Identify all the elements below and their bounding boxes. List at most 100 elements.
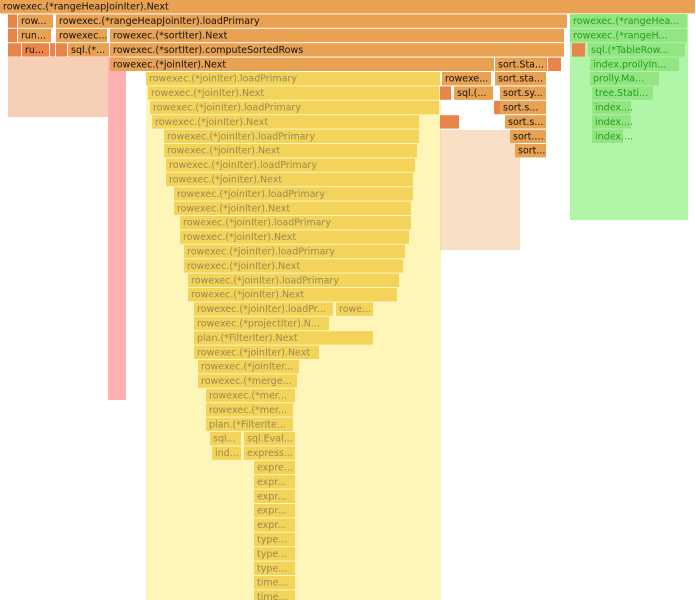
frame-box — [570, 14, 687, 28]
frame-box — [500, 100, 546, 115]
frame[interactable]: rowexec.(*sortIter).Next — [110, 28, 564, 43]
frame[interactable]: rowexec.(*joinIter).Next — [188, 288, 397, 302]
frame-box — [254, 576, 295, 590]
frame-box — [592, 129, 623, 143]
frame-box — [254, 504, 295, 518]
frame[interactable]: rowexec.(*rangeH... — [570, 28, 687, 43]
frame-label: prolly.Ma... — [593, 74, 644, 85]
frame[interactable]: type... — [254, 547, 295, 561]
frame-box — [110, 57, 494, 71]
frame[interactable]: rowexec.(*rangeHeapJoinIter).Next — [0, 0, 695, 14]
frame[interactable]: rowexec.(*joinIter).loadPrimary — [166, 158, 415, 172]
frame — [8, 43, 21, 57]
frame-label: rowexec.(*joinIter).loadPrimary — [153, 103, 301, 114]
frame — [440, 86, 451, 100]
frame[interactable]: sort.sta... — [495, 72, 546, 86]
frame[interactable]: expr... — [254, 518, 295, 532]
frame[interactable]: index.... — [592, 129, 633, 143]
frame[interactable]: rowexec.(*joinIter).Next — [184, 259, 403, 273]
frame[interactable]: express... — [244, 446, 295, 460]
frame[interactable]: expr... — [254, 504, 295, 518]
frame-box — [336, 302, 373, 316]
frame[interactable]: rowexe... — [442, 72, 491, 86]
frame[interactable]: index.... — [592, 100, 633, 115]
frame[interactable]: expre... — [254, 460, 295, 475]
frame-box — [254, 561, 295, 575]
frame[interactable]: plan.(*FilterIte... — [206, 417, 293, 431]
frame[interactable]: rowexec.(*joinIter).loadPrimary — [184, 244, 405, 259]
frame[interactable]: sql... — [210, 432, 241, 446]
frame[interactable]: rowexec.(*joinIter).loadPrimary — [174, 187, 413, 201]
frame[interactable]: time... — [254, 590, 295, 600]
frame-box — [110, 28, 564, 43]
frame[interactable]: sort... — [515, 144, 546, 158]
frame[interactable]: rowexec.(*sortIter).computeSortedRows — [110, 43, 564, 57]
frame[interactable]: type... — [254, 532, 295, 547]
frame[interactable]: ru... — [22, 43, 49, 57]
frame[interactable]: type... — [254, 561, 295, 575]
frame-label: rowexec.(*joinIter).Next — [155, 117, 268, 128]
frame[interactable]: sort.s... — [500, 100, 546, 115]
frame[interactable]: rowexec.(*joinIter).Next — [166, 172, 413, 187]
frame[interactable]: rowexec.(*joinIter... — [198, 360, 299, 374]
frame[interactable]: rowexec.(*joinIter).Next — [148, 86, 439, 100]
frame-label: expr... — [257, 491, 286, 502]
frame[interactable]: tree.Stati... — [592, 86, 653, 100]
frame[interactable]: expr... — [254, 475, 295, 489]
frame-box — [56, 28, 107, 43]
frame[interactable]: sort.sy... — [500, 86, 546, 100]
frame-label: sort.sy... — [503, 88, 543, 99]
frame-label: rowexec.(*merge... — [201, 376, 292, 387]
frame[interactable]: sort.Sta... — [495, 57, 546, 71]
frame[interactable]: ind... — [212, 446, 241, 460]
frame[interactable]: rowexec.(*joinIter).loadPrimary — [146, 72, 440, 86]
frame[interactable]: rowexec.(*mer... — [206, 403, 293, 417]
frame[interactable]: rowe... — [336, 302, 373, 316]
frame[interactable]: index.prollyIn... — [590, 57, 679, 71]
frame-box — [194, 345, 319, 359]
frame[interactable]: sort.... — [510, 129, 546, 143]
frame[interactable]: rowexec... — [56, 28, 107, 43]
frame[interactable]: rowexec.(*joinIter).Next — [110, 57, 494, 71]
frame[interactable]: index.... — [592, 115, 633, 129]
frame[interactable]: rowexec.(*joinIter).Next — [174, 201, 411, 215]
frame-box — [212, 446, 241, 460]
frame-box — [495, 72, 546, 86]
frame-label: rowexec.(*mer... — [209, 405, 287, 416]
frame[interactable]: rowexec.(*rangeHea... — [570, 14, 687, 28]
frame[interactable]: rowexec.(*joinIter).loadPrimary — [164, 129, 419, 143]
frame[interactable]: rowexec.(*joinIter).Next — [164, 144, 417, 158]
frame-box — [164, 129, 419, 143]
frame[interactable]: rowexec.(*mer... — [206, 388, 295, 403]
frame-box — [244, 446, 295, 460]
frame[interactable]: rowexec.(*rangeHeapJoinIter).loadPrimary — [56, 14, 567, 28]
frame[interactable]: rowexec.(*joinIter).Next — [152, 115, 419, 129]
frame[interactable]: sort.s... — [505, 115, 546, 129]
frame-box — [166, 172, 413, 187]
frame-box — [592, 100, 631, 115]
frame[interactable]: expr... — [254, 489, 295, 503]
frame[interactable]: sql.(*... — [68, 43, 109, 57]
frame[interactable]: row... — [18, 14, 53, 28]
frame[interactable]: rowexec.(*joinIter).loadPr... — [194, 302, 333, 316]
frame[interactable]: sql.(... — [454, 86, 493, 100]
frame[interactable]: rowexec.(*joinIter).Next — [194, 345, 319, 359]
stack-column — [8, 57, 108, 117]
frame[interactable]: rowexec.(*joinIter).loadPrimary — [180, 216, 411, 230]
frame[interactable]: rowexec.(*projectIter).N... — [194, 316, 329, 331]
frame[interactable]: sql.(*TableRow... — [588, 43, 685, 57]
frame[interactable]: rowexec.(*joinIter).loadPrimary — [150, 100, 439, 115]
frame — [440, 115, 459, 129]
frame-box — [206, 417, 293, 431]
frame[interactable]: time... — [254, 576, 295, 590]
frame[interactable]: plan.(*FilterIter).Next — [194, 331, 373, 345]
frame[interactable]: sql.Eval... — [244, 432, 295, 446]
frame[interactable]: prolly.Ma... — [590, 72, 659, 86]
frame-label: sort.Sta... — [498, 59, 544, 70]
frame[interactable]: rowexec.(*merge... — [198, 374, 297, 388]
frame-box — [188, 288, 397, 302]
frame[interactable]: rowexec.(*joinIter).Next — [180, 230, 409, 244]
frame[interactable]: run... — [18, 28, 51, 43]
frame-box — [194, 302, 333, 316]
frame[interactable]: rowexec.(*joinIter).loadPrimary — [188, 273, 399, 287]
